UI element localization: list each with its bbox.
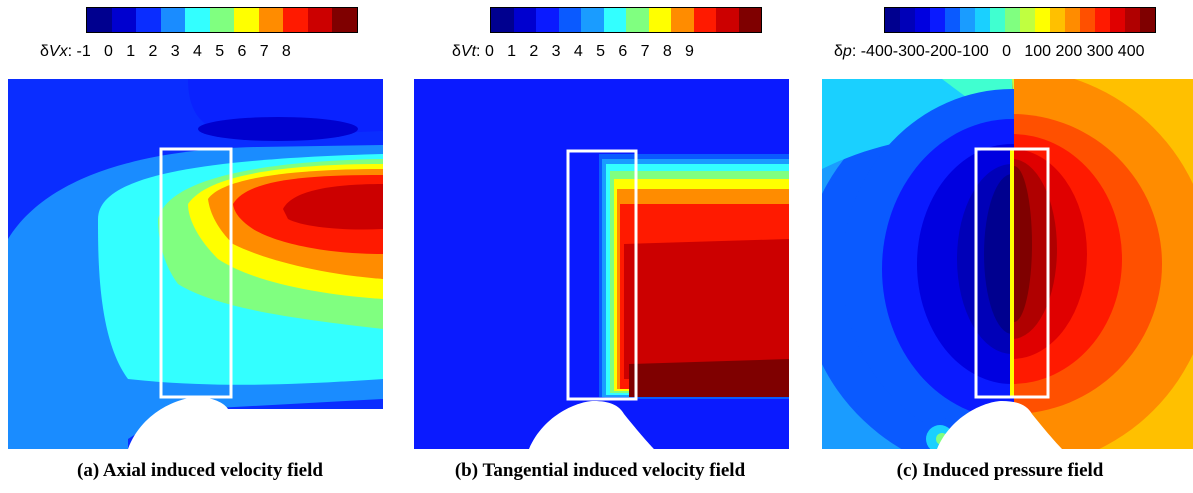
variable-name: Vt (460, 43, 477, 60)
caption-pressure: (c) Induced pressure field (896, 460, 1104, 481)
colorbar-ticks: 0 1 2 3 4 5 6 7 8 9 (484, 43, 694, 60)
colorbar-segment (491, 8, 514, 32)
variable-prefix: δ (834, 43, 843, 60)
panel-tangential: δVt: 0 1 2 3 4 5 6 7 8 9 (b) Tangential … (400, 0, 800, 493)
colorbar-segment (332, 8, 358, 32)
caption-axial: (a) Axial induced velocity field (77, 460, 323, 481)
colorbar-segment (1095, 8, 1110, 32)
panel-axial: δVx: -1 0 1 2 3 4 5 6 7 8 (a) Axial indu… (0, 0, 400, 493)
contour-plot-pressure (822, 79, 1193, 449)
colorbar-segment (648, 8, 671, 32)
colorbar-segment (626, 8, 649, 32)
contour-plot-axial (8, 79, 383, 449)
colorbar-segment (1110, 8, 1125, 32)
colorbar-segment (1065, 8, 1080, 32)
colorbar-ticks: -400-300-200-100 0 100 200 300 400 (860, 43, 1145, 60)
colorbar-segment (513, 8, 536, 32)
colorbar-segment (1125, 8, 1140, 32)
colorbar-ticks: -1 0 1 2 3 4 5 6 7 8 (76, 43, 291, 60)
colorbar-segment (581, 8, 604, 32)
colorbar-segment (185, 8, 210, 32)
colorbar-segment (160, 8, 186, 32)
colorbar-segment (234, 8, 259, 32)
variable-suffix: : (476, 43, 481, 60)
colorbar-segment (111, 8, 137, 32)
variable-name: Vx (48, 43, 68, 60)
contour-plot-tangential (414, 79, 789, 449)
colorbar-segment (136, 8, 161, 32)
colorbar-segment (283, 8, 308, 32)
colorbar-segment (915, 8, 930, 32)
colorbar-segment (258, 8, 284, 32)
colorbar-segment (693, 8, 716, 32)
colorbar-label-pressure: δp: -400-300-200-100 0 100 200 300 400 (834, 42, 1145, 62)
colorbar-segment (900, 8, 915, 32)
colorbar-axial (86, 7, 358, 33)
colorbar-segment (1140, 8, 1155, 32)
colorbar-segment (1005, 8, 1020, 32)
colorbar-segment (990, 8, 1005, 32)
colorbar-tangential (490, 7, 762, 33)
colorbar-pressure (884, 7, 1156, 33)
colorbar-segment (603, 8, 626, 32)
colorbar-segment (671, 8, 694, 32)
colorbar-segment (930, 8, 945, 32)
colorbar-segment (209, 8, 235, 32)
variable-prefix: δ (40, 43, 49, 60)
colorbar-segment (1080, 8, 1095, 32)
variable-prefix: δ (452, 43, 461, 60)
colorbar-segment (1035, 8, 1050, 32)
caption-tangential: (b) Tangential induced velocity field (454, 460, 746, 481)
colorbar-segment (1020, 8, 1035, 32)
colorbar-label-axial: δVx: -1 0 1 2 3 4 5 6 7 8 (40, 42, 291, 62)
colorbar-segment (738, 8, 761, 32)
colorbar-segment (975, 8, 990, 32)
colorbar-segment (716, 8, 739, 32)
colorbar-segment (945, 8, 960, 32)
colorbar-segment (1050, 8, 1065, 32)
colorbar-segment (885, 8, 900, 32)
colorbar-segment (960, 8, 975, 32)
colorbar-segment (87, 8, 112, 32)
colorbar-segment (558, 8, 581, 32)
colorbar-segment (307, 8, 333, 32)
colorbar-label-tangential: δVt: 0 1 2 3 4 5 6 7 8 9 (452, 42, 694, 62)
variable-suffix: : (851, 43, 857, 60)
colorbar-segment (536, 8, 559, 32)
variable-suffix: : (67, 43, 73, 60)
panel-pressure: δp: -400-300-200-100 0 100 200 300 400 (800, 0, 1193, 493)
variable-name: p (842, 43, 852, 60)
